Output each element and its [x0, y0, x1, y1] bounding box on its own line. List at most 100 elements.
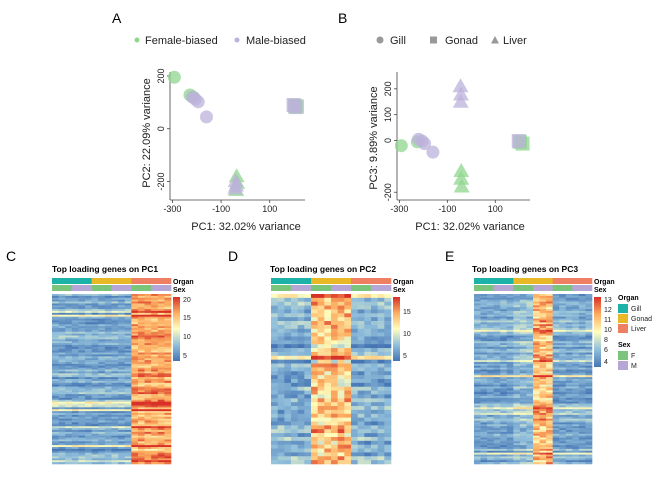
- heatmap-cell: [85, 388, 92, 391]
- heatmap-cell: [297, 394, 305, 399]
- heatmap-cell: [337, 413, 345, 418]
- heatmap-cell: [344, 305, 352, 310]
- heatmap-cell: [85, 460, 92, 463]
- heatmap-cell: [58, 456, 66, 459]
- data-point: [426, 145, 440, 159]
- heatmap-cell: [324, 413, 332, 418]
- heatmap-cell: [71, 314, 79, 317]
- heatmap-cell: [487, 335, 494, 338]
- heatmap-cell: [364, 398, 372, 403]
- heatmap-cell: [311, 317, 318, 322]
- heatmap-cell: [164, 309, 172, 312]
- heatmap-cell: [144, 348, 152, 351]
- heatmap-cell: [91, 331, 99, 334]
- heatmap-cell: [526, 388, 534, 391]
- heatmap-cell: [487, 422, 494, 425]
- heatmap-cell: [311, 328, 318, 333]
- heatmap-cell: [500, 339, 508, 342]
- heatmap-cell: [578, 339, 586, 342]
- heatmap-cell: [111, 346, 119, 350]
- heatmap-cell: [526, 343, 534, 346]
- heatmap-cell: [519, 382, 527, 385]
- heatmap-cell: [377, 409, 385, 415]
- heatmap-cell: [91, 375, 99, 378]
- heatmap-cell: [58, 373, 66, 376]
- heatmap-cell: [52, 339, 59, 342]
- heatmap-e-organ-label: Organ: [594, 279, 615, 286]
- heatmap-cell: [311, 294, 318, 299]
- heatmap-cell: [65, 354, 73, 357]
- heatmap-cell: [78, 341, 86, 344]
- heatmap-cell: [585, 314, 593, 317]
- heatmap-cell: [157, 405, 165, 408]
- heatmap-cell: [519, 346, 527, 350]
- heatmap-cell: [137, 295, 145, 299]
- heatmap-cell: [311, 359, 318, 364]
- heatmap-cell: [144, 392, 152, 395]
- heatmap-cell: [506, 375, 514, 378]
- heatmap-cell: [506, 424, 514, 427]
- heatmap-cell: [487, 373, 494, 376]
- heatmap-cell: [52, 413, 59, 416]
- heatmap-cell: [513, 414, 521, 418]
- heatmap-cell: [58, 407, 66, 410]
- heatmap-cell: [137, 441, 145, 444]
- heatmap-cell: [384, 332, 392, 337]
- heatmap-cell: [91, 295, 99, 299]
- heatmap-cell: [539, 356, 547, 359]
- heatmap-cell: [474, 380, 481, 384]
- heatmap-cell: [526, 363, 534, 367]
- heatmap-cell: [85, 445, 92, 448]
- heatmap-cell: [572, 365, 580, 368]
- heatmap-cell: [357, 297, 365, 303]
- heatmap-cell: [52, 312, 59, 316]
- heatmap-cell: [144, 350, 152, 353]
- heatmap-cell: [118, 297, 126, 300]
- data-point: [453, 170, 470, 185]
- heatmap-cell: [124, 413, 132, 416]
- heatmap-cell: [526, 401, 534, 404]
- heatmap-cell: [91, 437, 99, 440]
- heatmap-cell: [111, 335, 119, 338]
- heatmap-cell: [284, 406, 292, 411]
- heatmap-cell: [58, 433, 66, 436]
- sex-annotation-cell: [559, 285, 567, 291]
- heatmap-cell: [533, 303, 540, 306]
- heatmap-cell: [271, 448, 278, 453]
- heatmap-cell: [317, 379, 325, 384]
- heatmap-cell: [351, 375, 358, 380]
- heatmap-cell: [157, 407, 165, 410]
- heatmap-cell: [519, 428, 527, 431]
- heatmap-cell: [291, 421, 298, 426]
- heatmap-cell: [277, 332, 285, 337]
- heatmap-cell: [78, 420, 86, 423]
- heatmap-cell: [578, 373, 586, 376]
- heatmap-cell: [552, 422, 560, 425]
- heatmap-cell: [493, 335, 501, 338]
- heatmap-cell: [91, 460, 99, 463]
- heatmap-cell: [565, 318, 573, 321]
- heatmap-cell: [565, 379, 573, 382]
- heatmap-cell: [164, 305, 172, 308]
- heatmap-cell: [85, 409, 92, 412]
- heatmap-cell: [157, 384, 165, 387]
- heatmap-cell: [487, 443, 494, 446]
- heatmap-cell: [58, 454, 66, 457]
- heatmap-cell: [474, 311, 481, 314]
- heatmap-cell: [585, 386, 593, 389]
- heatmap-cell: [144, 460, 152, 463]
- heatmap-cell: [474, 428, 481, 431]
- heatmap-cell: [572, 430, 580, 433]
- heatmap-cell: [546, 367, 553, 370]
- heatmap-cell: [157, 297, 165, 300]
- heatmap-cell: [513, 369, 521, 372]
- heatmap-cell: [351, 379, 358, 384]
- heatmap-cell: [526, 452, 534, 455]
- heatmap-cell: [157, 420, 165, 423]
- heatmap-cell: [559, 439, 567, 442]
- heatmap-cell: [311, 351, 318, 357]
- heatmap-cell: [157, 295, 165, 299]
- heatmap-cell: [559, 356, 567, 359]
- heatmap-cell: [131, 460, 139, 463]
- heatmap-cell: [487, 433, 494, 436]
